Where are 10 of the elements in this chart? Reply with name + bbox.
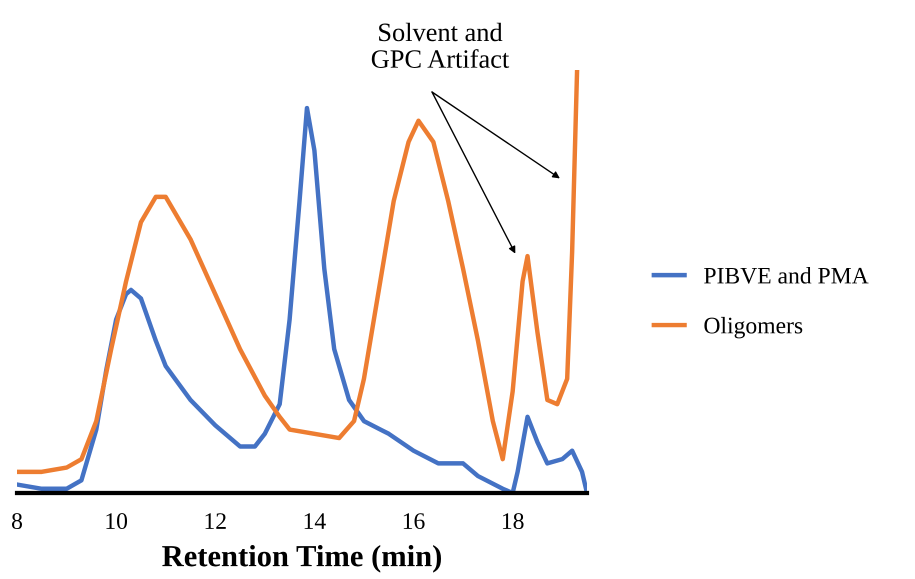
- x-tick-label: 12: [206, 513, 226, 529]
- x-tick-label: 8: [12, 513, 22, 530]
- legend-label: Oligomers: [704, 316, 802, 338]
- x-tick-label: 10: [106, 513, 128, 530]
- x-tick-label: 14: [304, 513, 326, 529]
- text: Solvent and GPC Artifact: [372, 22, 510, 68]
- x-tick-label: 18: [502, 513, 524, 530]
- x-axis-title: Retention Time (min): [162, 544, 441, 573]
- legend-label: PIBVE and PMA: [704, 267, 869, 284]
- x-tick-label: 16: [404, 513, 425, 530]
